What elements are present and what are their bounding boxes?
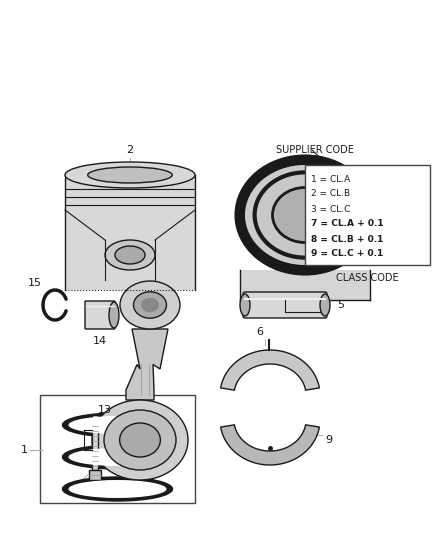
Bar (65, 175, 195, 290)
Ellipse shape (68, 416, 166, 434)
Text: 2: 2 (127, 145, 134, 155)
Text: 3 = CL.C: 3 = CL.C (311, 205, 350, 214)
Text: 9 = CL.C + 0.1: 9 = CL.C + 0.1 (311, 249, 383, 259)
Bar (362, 211, 372, 216)
Ellipse shape (254, 172, 355, 257)
Ellipse shape (88, 167, 172, 183)
Ellipse shape (65, 162, 195, 188)
Ellipse shape (104, 410, 176, 470)
Text: 9: 9 (325, 435, 332, 445)
Bar (40, 395, 195, 503)
Ellipse shape (63, 413, 173, 437)
FancyBboxPatch shape (85, 301, 115, 329)
Ellipse shape (92, 400, 188, 480)
Ellipse shape (115, 246, 145, 264)
Ellipse shape (109, 302, 119, 328)
Text: 14: 14 (93, 336, 107, 346)
Ellipse shape (120, 281, 180, 329)
Text: SUPPLIER CODE: SUPPLIER CODE (276, 145, 354, 155)
Bar (240, 270, 370, 300)
Ellipse shape (63, 445, 173, 469)
Ellipse shape (105, 240, 155, 270)
Ellipse shape (272, 188, 338, 243)
Text: 1 = CL.A: 1 = CL.A (311, 174, 350, 183)
Text: 2 = CL.B: 2 = CL.B (311, 190, 350, 198)
Bar (362, 195, 372, 200)
Text: 5: 5 (337, 300, 344, 310)
Bar (305, 165, 430, 265)
Polygon shape (221, 425, 319, 465)
Text: 13: 13 (98, 405, 112, 415)
Text: 8 = CL.B + 0.1: 8 = CL.B + 0.1 (311, 235, 383, 244)
Ellipse shape (68, 448, 166, 466)
Polygon shape (126, 329, 168, 400)
FancyBboxPatch shape (243, 292, 327, 318)
Text: 15: 15 (28, 278, 42, 288)
Polygon shape (221, 350, 319, 390)
Ellipse shape (245, 165, 365, 265)
Bar (92, 415, 98, 470)
Text: 1: 1 (21, 445, 28, 455)
Ellipse shape (240, 294, 250, 316)
Text: 12: 12 (66, 483, 80, 493)
Ellipse shape (63, 477, 173, 501)
Text: CLASS CODE: CLASS CODE (336, 273, 399, 283)
Text: 6: 6 (257, 327, 264, 337)
Ellipse shape (134, 292, 166, 318)
Ellipse shape (120, 423, 160, 457)
Ellipse shape (141, 298, 159, 312)
Bar (362, 203, 372, 208)
Ellipse shape (320, 294, 330, 316)
Ellipse shape (240, 160, 370, 270)
Bar (89, 470, 101, 480)
Text: 7 = CL.A + 0.1: 7 = CL.A + 0.1 (311, 220, 384, 229)
Ellipse shape (68, 480, 166, 498)
